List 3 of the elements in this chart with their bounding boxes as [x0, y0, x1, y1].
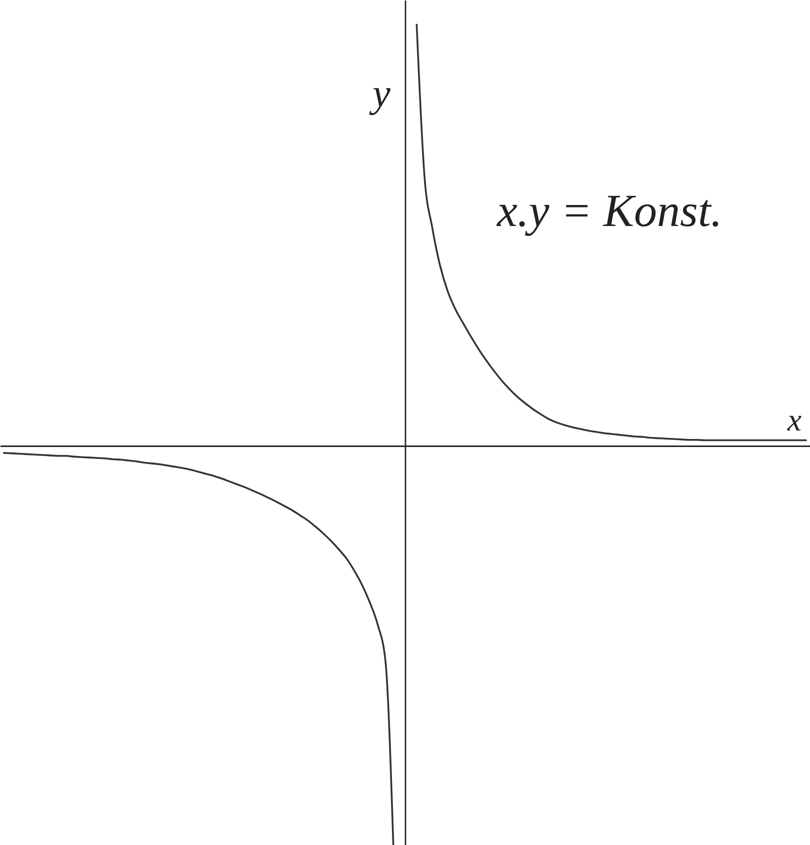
annotation: x.y = Konst.: [496, 185, 722, 236]
x-axis-title: x: [786, 401, 802, 438]
y-axis-title: y: [368, 70, 391, 116]
